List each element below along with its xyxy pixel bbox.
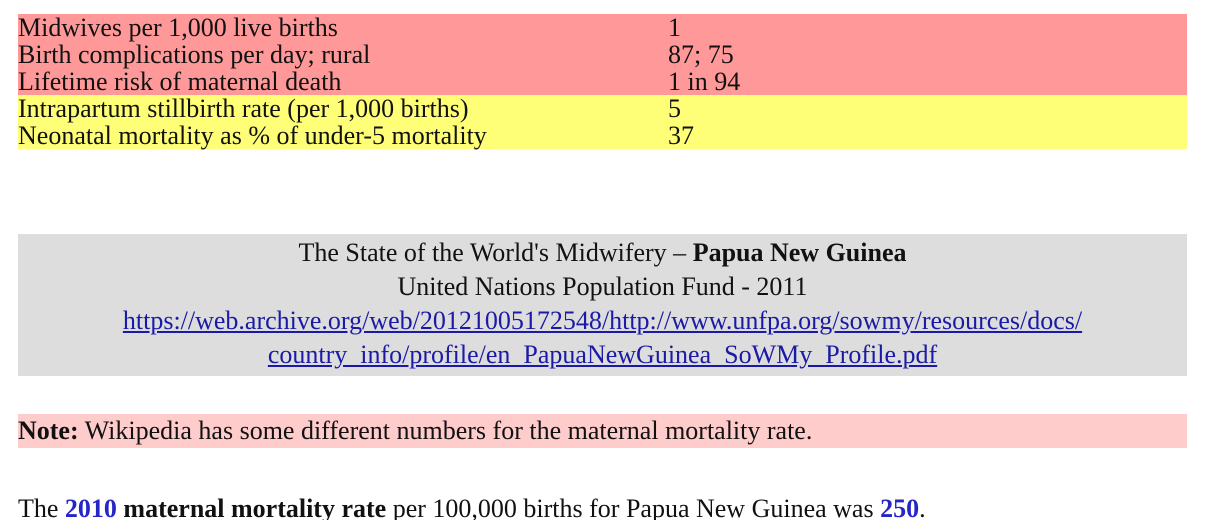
row-value: 1 (668, 13, 681, 42)
summary-sentence: The 2010 maternal mortality rate per 100… (18, 493, 926, 520)
table-row: Intrapartum stillbirth rate (per 1,000 b… (18, 95, 1187, 122)
note-box: Note: Wikipedia has some different numbe… (18, 414, 1187, 448)
row-value: 5 (668, 94, 681, 123)
source-url-line: country_info/profile/en_PapuaNewGuinea_S… (267, 340, 938, 369)
sentence-middle: per 100,000 births for Papua New Guinea … (392, 494, 874, 520)
row-value: 37 (668, 121, 694, 150)
note-label: Note: (18, 416, 79, 445)
sentence-end: . (919, 494, 926, 520)
source-url-line: https://web.archive.org/web/201210051725… (122, 306, 1083, 335)
source-box: The State of the World's Midwifery – Pap… (18, 234, 1187, 376)
table-row: Birth complications per day; rural 87; 75 (18, 41, 1187, 68)
row-label: Birth complications per day; rural (18, 40, 371, 69)
sentence-value: 250 (880, 494, 920, 520)
row-label: Midwives per 1,000 live births (18, 13, 338, 42)
source-title: The State of the World's Midwifery – (298, 238, 687, 267)
row-label: Neonatal mortality as % of under-5 morta… (18, 121, 487, 150)
note-text: Wikipedia has some different numbers for… (84, 416, 813, 445)
row-value: 1 in 94 (668, 67, 741, 96)
row-value: 87; 75 (668, 40, 734, 69)
row-label: Intrapartum stillbirth rate (per 1,000 b… (18, 94, 469, 123)
table-row: Midwives per 1,000 live births 1 (18, 14, 1187, 41)
source-country: Papua New Guinea (692, 238, 907, 267)
source-title-line: The State of the World's Midwifery – Pap… (18, 236, 1187, 270)
table-row: Neonatal mortality as % of under-5 morta… (18, 122, 1187, 149)
source-publisher: United Nations Population Fund - 2011 (397, 272, 808, 301)
sentence-term: maternal mortality rate (123, 494, 387, 520)
sentence-year: 2010 (64, 494, 117, 520)
sentence-start: The (18, 494, 59, 520)
source-link[interactable]: https://web.archive.org/web/201210051725… (18, 304, 1187, 372)
stats-table: Midwives per 1,000 live births 1 Birth com… (18, 14, 1187, 149)
table-row: Lifetime risk of maternal death 1 in 94 (18, 68, 1187, 95)
row-label: Lifetime risk of maternal death (18, 67, 342, 96)
